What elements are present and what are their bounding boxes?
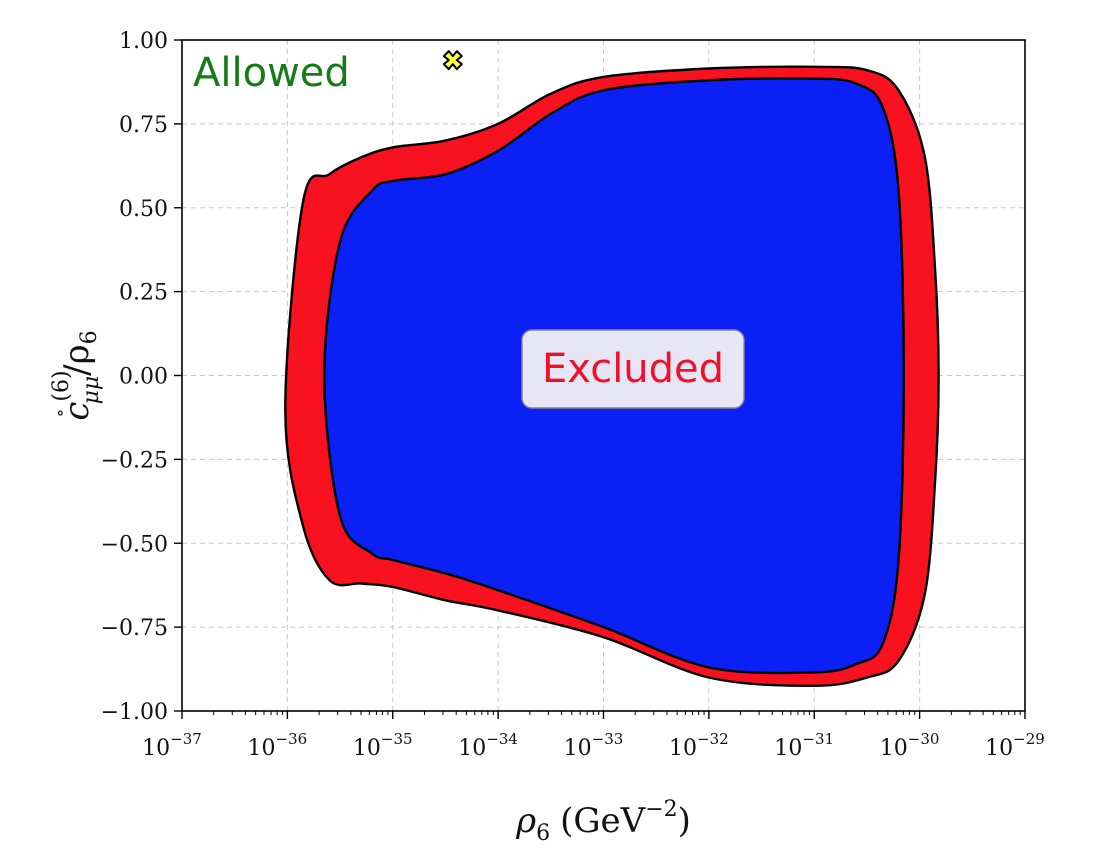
marker-x bbox=[442, 50, 463, 71]
y-tick-label: 0.25 bbox=[119, 281, 168, 306]
x-tick-label: 10−31 bbox=[774, 730, 834, 761]
y-axis-label: ∘c(6) μμ/ρ6 bbox=[49, 330, 104, 420]
y-tick-label: 0.50 bbox=[119, 197, 168, 222]
x-tick-label: 10−30 bbox=[880, 730, 940, 761]
y-label-sup: (6) bbox=[49, 370, 74, 401]
y-tick-label: −0.25 bbox=[101, 448, 168, 473]
x-tick-label: 10−35 bbox=[353, 730, 413, 761]
y-tick-label: −1.00 bbox=[101, 700, 168, 725]
excluded-label-box bbox=[521, 329, 745, 409]
annotation-excluded: Excluded bbox=[542, 346, 724, 392]
y-label-slash: /ρ bbox=[57, 344, 97, 375]
y-tick-label: −0.50 bbox=[101, 532, 168, 557]
y-label-base: c bbox=[57, 402, 97, 421]
x-tick-label: 10−36 bbox=[248, 730, 308, 761]
y-label-ring: ∘ bbox=[50, 409, 71, 418]
x-tick-label: 10−29 bbox=[985, 730, 1045, 761]
y-label-sub: μμ bbox=[79, 376, 104, 405]
x-label-base: ρ bbox=[515, 801, 536, 841]
annotation-excluded-box: Excluded bbox=[521, 329, 745, 409]
x-tick-label: 10−37 bbox=[142, 730, 202, 761]
marker-layer bbox=[442, 50, 463, 71]
y-label-sub2: 6 bbox=[77, 330, 102, 344]
annotation-allowed: Allowed bbox=[193, 50, 350, 96]
x-tick-label: 10−33 bbox=[564, 730, 624, 761]
x-label-sub: 6 bbox=[536, 821, 550, 846]
x-axis-label: ρ6 (GeV−2) bbox=[515, 797, 691, 846]
x-tick-label: 10−34 bbox=[458, 730, 518, 761]
x-label-unit: (GeV bbox=[560, 801, 647, 841]
y-tick-label: −0.75 bbox=[101, 616, 168, 641]
x-label-close: ) bbox=[678, 801, 691, 841]
y-tick-label: 1.00 bbox=[119, 29, 168, 54]
y-tick-label: 0.75 bbox=[119, 113, 168, 138]
x-label-unit-exp: −2 bbox=[645, 797, 677, 822]
x-tick-label: 10−32 bbox=[669, 730, 729, 761]
ticks: 10−37 10−36 10−35 10−34 10−33 10−32 10−31 10−30… bbox=[101, 29, 1045, 761]
y-tick-label: 0.00 bbox=[119, 365, 168, 390]
